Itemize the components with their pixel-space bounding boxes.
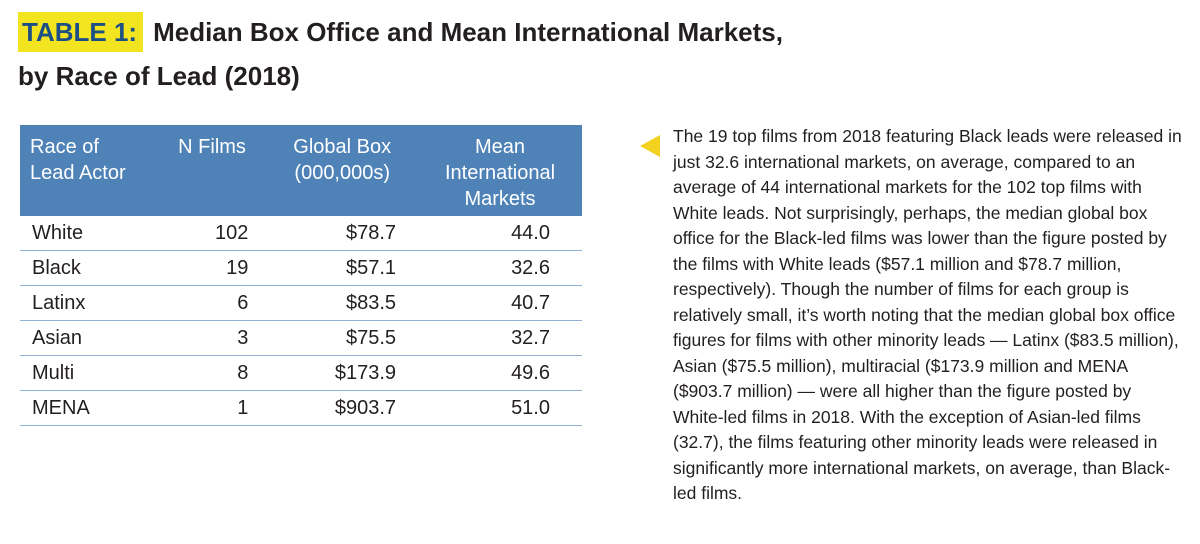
title-text-line-2: by Race of Lead (2018) [18, 61, 300, 91]
cell-global-box: $78.7 [266, 216, 419, 251]
cell-race: White [20, 216, 158, 251]
cell-global-box: $75.5 [266, 320, 419, 356]
header-global-box: Global Box (000,000s) [293, 136, 392, 184]
cell-race: Multi [20, 355, 158, 391]
cell-global-box: $57.1 [266, 250, 419, 286]
table-header-row: Race of Lead Actor N Films Global Box (0… [20, 125, 582, 216]
cell-n-films: 102 [157, 216, 267, 251]
table-row: Asian 3 $75.5 32.7 [20, 320, 582, 356]
cell-mean-markets: 49.6 [418, 355, 582, 391]
cell-mean-markets: 51.0 [418, 390, 582, 426]
page-title: TABLE 1: Median Box Office and Mean Inter… [18, 10, 918, 98]
cell-race: Latinx [20, 285, 158, 321]
cell-n-films: 19 [157, 250, 267, 286]
cell-race: MENA [20, 390, 158, 426]
title-text-line-1: Median Box Office and Mean International… [153, 17, 783, 47]
cell-n-films: 3 [157, 320, 267, 356]
cell-mean-markets: 40.7 [418, 285, 582, 321]
table-row: Multi 8 $173.9 49.6 [20, 355, 582, 391]
commentary-text: The 19 top films from 2018 featuring Bla… [673, 126, 1182, 503]
cell-global-box: $173.9 [266, 355, 419, 391]
cell-global-box: $83.5 [266, 285, 419, 321]
cell-mean-markets: 32.7 [418, 320, 582, 356]
cell-race: Asian [20, 320, 158, 356]
header-n-films: N Films [178, 136, 246, 158]
cell-n-films: 6 [157, 285, 267, 321]
cell-mean-markets: 32.6 [418, 250, 582, 286]
table-row: MENA 1 $903.7 51.0 [20, 390, 582, 426]
header-mean-markets: Mean International Markets [444, 136, 556, 210]
title-line-2: by Race of Lead (2018) [18, 54, 918, 98]
cell-n-films: 8 [157, 355, 267, 391]
cell-race: Black [20, 250, 158, 286]
callout-pointer-icon [640, 135, 660, 157]
cell-n-films: 1 [157, 390, 267, 426]
table-row: Latinx 6 $83.5 40.7 [20, 285, 582, 321]
table-label-badge: TABLE 1: [18, 12, 144, 52]
cell-global-box: $903.7 [266, 390, 419, 426]
header-race-of-lead: Race of Lead Actor [30, 136, 126, 184]
table-row: Black 19 $57.1 32.6 [20, 250, 582, 286]
data-table-container: Race of Lead Actor N Films Global Box (0… [20, 125, 582, 426]
table-header: Race of Lead Actor N Films Global Box (0… [20, 125, 582, 216]
cell-mean-markets: 44.0 [418, 216, 582, 251]
table-body: White 102 $78.7 44.0 Black 19 $57.1 32.6… [20, 216, 582, 426]
table-row: White 102 $78.7 44.0 [20, 216, 582, 251]
title-line-1: TABLE 1: Median Box Office and Mean Inter… [18, 10, 918, 54]
box-office-table: Race of Lead Actor N Films Global Box (0… [20, 125, 582, 426]
